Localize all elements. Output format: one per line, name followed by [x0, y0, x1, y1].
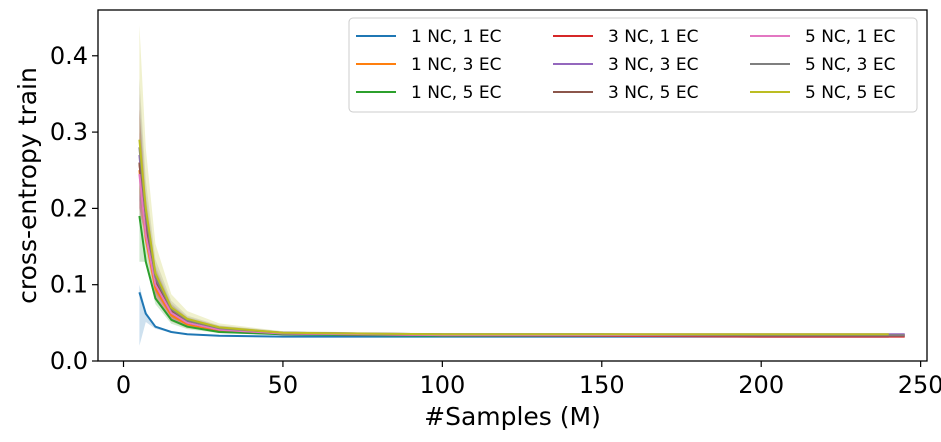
series-line-9	[138, 139, 889, 336]
series-line-5	[138, 154, 905, 336]
legend-label: 1 NC, 1 EC	[411, 27, 501, 47]
x-tick-label: 250	[898, 371, 941, 399]
series-line-3	[138, 215, 889, 337]
x-tick-label: 150	[579, 371, 625, 399]
legend-label: 5 NC, 3 EC	[805, 55, 895, 75]
band-8	[139, 78, 905, 336]
band-3	[139, 162, 889, 336]
band-2	[139, 132, 889, 336]
y-axis-ticks: 0.0 0.1 0.2 0.3 0.4	[50, 42, 98, 375]
legend-label: 5 NC, 5 EC	[805, 83, 895, 103]
legend-label: 5 NC, 1 EC	[805, 27, 895, 47]
band-7	[139, 132, 905, 336]
legend-label: 3 NC, 5 EC	[608, 83, 698, 103]
legend-label: 3 NC, 1 EC	[608, 27, 698, 47]
band-6	[139, 109, 905, 336]
series-lines	[138, 139, 905, 338]
legend-label: 1 NC, 3 EC	[411, 55, 501, 75]
y-tick-label: 0.3	[50, 118, 88, 146]
band-5	[139, 93, 905, 335]
x-tick-label: 50	[268, 371, 299, 399]
series-line-8	[138, 147, 905, 337]
y-axis-label: cross-entropy train	[13, 67, 42, 304]
series-line-7	[138, 173, 905, 337]
y-tick-label: 0.0	[50, 347, 88, 375]
legend: 1 NC, 1 EC 1 NC, 3 EC 1 NC, 5 EC 3 NC, 1 EC…	[348, 17, 918, 113]
series-line-4	[138, 162, 905, 338]
y-tick-label: 0.4	[50, 42, 88, 70]
y-tick-label: 0.2	[50, 194, 88, 222]
x-tick-label: 0	[116, 371, 131, 399]
legend-box	[348, 17, 918, 113]
series-line-2	[138, 170, 889, 337]
series-line-6	[138, 162, 905, 337]
legend-label: 3 NC, 3 EC	[608, 55, 698, 75]
y-tick-label: 0.1	[50, 271, 88, 299]
x-axis-ticks: 0 50 100 150 200 250	[116, 361, 941, 399]
x-axis-label: #Samples (M)	[424, 402, 601, 431]
x-tick-label: 200	[738, 371, 784, 399]
plot-frame	[97, 9, 928, 362]
band-4	[139, 109, 905, 337]
x-tick-label: 100	[419, 371, 465, 399]
legend-label: 1 NC, 5 EC	[411, 83, 501, 103]
